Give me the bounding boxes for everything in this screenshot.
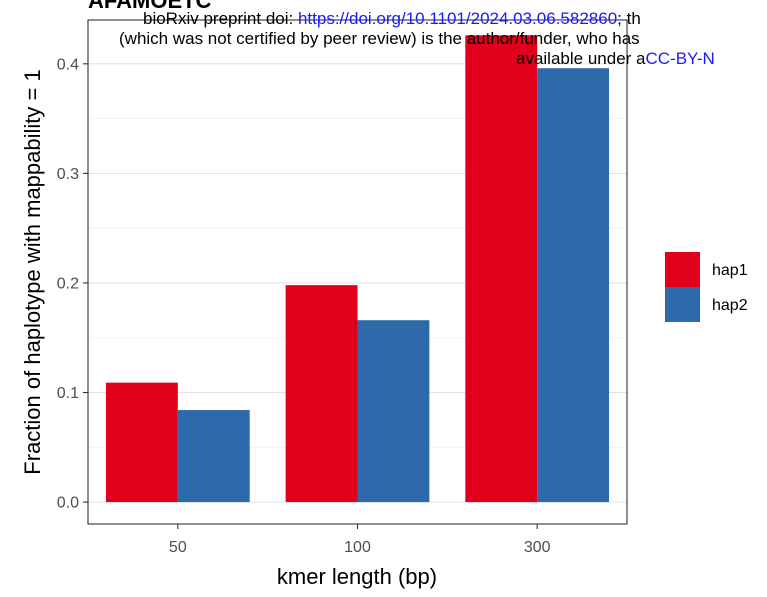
legend: hap1 hap2 xyxy=(665,252,748,322)
bars-group xyxy=(105,35,610,503)
bar-hap2-100 xyxy=(357,320,430,503)
bar-hap1-300 xyxy=(465,35,538,503)
legend-swatch-hap1 xyxy=(665,252,700,287)
legend-swatch-hap2 xyxy=(665,287,700,322)
preprint-title-fragment: AFAMOETC xyxy=(88,0,212,13)
bar-hap2-300 xyxy=(537,68,610,503)
y-tick-label: 0.1 xyxy=(57,385,79,402)
preprint-line1-tail: ; th xyxy=(617,9,641,28)
x-axis-title: kmer length (bp) xyxy=(277,564,437,589)
legend-label-hap2: hap2 xyxy=(712,297,748,314)
preprint-banner-line-3: available under aCC-BY-N xyxy=(516,49,715,69)
y-tick-label: 0.2 xyxy=(57,275,79,292)
preprint-license-statement: (which was not certified by peer review)… xyxy=(119,29,640,48)
bar-hap2-50 xyxy=(177,410,250,503)
y-axis-title: Fraction of haplotype with mappability =… xyxy=(20,69,45,474)
preprint-available-under: available under a xyxy=(516,49,646,68)
x-tick-label: 100 xyxy=(344,539,371,556)
x-tick-label: 300 xyxy=(524,539,551,556)
bar-hap1-100 xyxy=(285,285,358,503)
preprint-banner-line-1: bioRxiv preprint doi: https://doi.org/10… xyxy=(143,9,641,29)
y-tick-label: 0.3 xyxy=(57,166,79,183)
preprint-doi-link[interactable]: https://doi.org/10.1101/2024.03.06.58286… xyxy=(297,9,618,28)
y-tick-label: 0.4 xyxy=(57,56,79,73)
preprint-doi-label: bioRxiv preprint doi: xyxy=(143,9,298,28)
x-tick-label: 50 xyxy=(169,539,187,556)
y-tick-label: 0.0 xyxy=(57,495,79,512)
preprint-banner-line-2: (which was not certified by peer review)… xyxy=(119,29,640,49)
preprint-license-link[interactable]: CC-BY-N xyxy=(645,49,715,68)
bar-hap1-50 xyxy=(105,382,178,503)
y-axis: 0.0 0.1 0.2 0.3 0.4 xyxy=(57,56,88,512)
x-axis: 50 100 300 xyxy=(169,524,551,556)
legend-label-hap1: hap1 xyxy=(712,262,748,279)
